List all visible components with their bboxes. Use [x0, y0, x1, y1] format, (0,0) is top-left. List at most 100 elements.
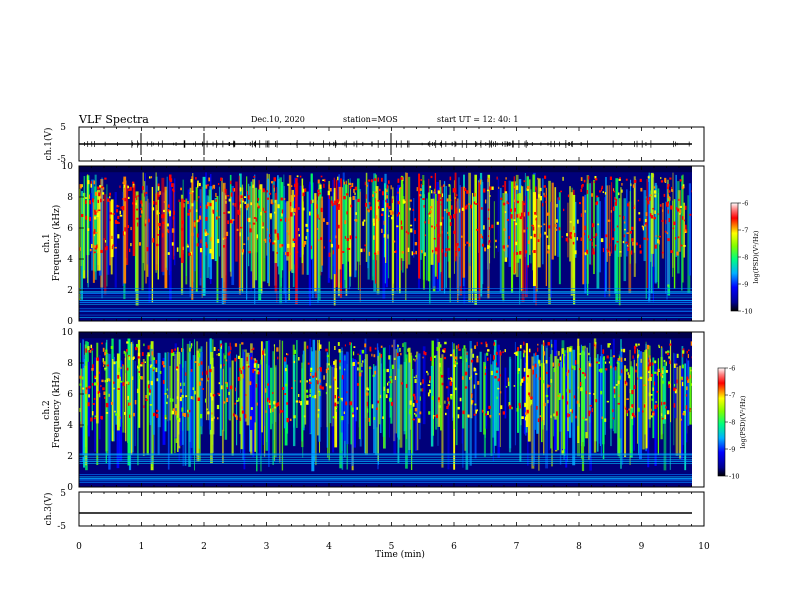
spectrogram-column [613, 367, 617, 434]
spectrogram-column [677, 181, 680, 274]
spectrogram-speckle [367, 208, 369, 211]
spectrogram-speckle [431, 395, 434, 400]
spectrogram-column [600, 354, 604, 419]
spectrogram-speckle [245, 205, 247, 209]
spectrogram-column [216, 196, 219, 304]
spectrogram-speckle [234, 203, 237, 207]
spectrogram-speckle [365, 392, 369, 396]
spectrogram-speckle [163, 201, 166, 203]
spectrogram-speckle [349, 185, 352, 189]
spectrogram-speckle [335, 409, 338, 412]
spectrogram-speckle [372, 374, 375, 377]
spectrogram-speckle [253, 217, 257, 219]
spectrogram-speckle [386, 195, 388, 199]
spectrogram-column [437, 200, 438, 279]
spectrogram-speckle [238, 201, 241, 206]
spectrogram-speckle [178, 199, 180, 203]
spectrogram-speckle [253, 363, 256, 368]
spectrogram-speckle [502, 351, 504, 354]
spectrogram-speckle [131, 202, 135, 205]
spectrogram-speckle [516, 351, 519, 356]
spectrogram-speckle [355, 212, 358, 215]
spectrogram-speckle [374, 191, 377, 194]
spectrogram-speckle [266, 190, 269, 193]
spectrogram-speckle [495, 351, 498, 355]
spectrogram-speckle [103, 199, 105, 201]
spectrogram-speckle [414, 379, 417, 383]
spectrogram-speckle [527, 211, 530, 216]
spectrogram-speckle [137, 352, 141, 357]
spectrogram-speckle [251, 348, 253, 351]
spectrogram-column [126, 184, 129, 265]
spectrogram-speckle [608, 252, 611, 257]
spectrogram-speckle [452, 353, 454, 357]
spectrogram-column [484, 353, 486, 438]
spectrogram-speckle [198, 215, 202, 220]
spectrogram-column [638, 351, 642, 460]
spectrogram-speckle [447, 397, 450, 402]
spectrogram-column [146, 185, 148, 265]
spectrogram-column [383, 183, 386, 258]
spectrogram-speckle [567, 240, 569, 243]
spectrogram-speckle [496, 396, 498, 400]
spectrogram-speckle [681, 381, 684, 387]
spectrogram-speckle [678, 198, 680, 201]
spectrogram-speckle [104, 396, 106, 399]
spectrogram-speckle [293, 194, 296, 198]
spectrogram-column [170, 352, 173, 455]
spectrogram-speckle [445, 386, 449, 389]
spectrogram-speckle [158, 191, 162, 195]
spectrogram-speckle [215, 216, 218, 220]
spectrogram-speckle [527, 240, 530, 244]
spectrogram-speckle [660, 346, 663, 348]
spectrogram-column [478, 182, 481, 300]
spectrogram-speckle [175, 404, 177, 409]
spectrogram-speckle [678, 209, 682, 214]
spectrogram-column [389, 345, 390, 438]
spectrogram-speckle [106, 364, 109, 367]
spectrogram-speckle [269, 213, 272, 218]
spectrogram-column [528, 199, 530, 264]
spectrogram-column [513, 176, 515, 274]
spectrogram-column [585, 348, 588, 433]
spectrogram-speckle [480, 179, 482, 182]
spectrogram-speckle [390, 402, 393, 406]
spectrogram-column [673, 199, 676, 289]
spectrogram-speckle [579, 382, 582, 387]
spectrogram-speckle [294, 349, 296, 354]
spectrogram-speckle [81, 376, 84, 380]
spectrogram-speckle [136, 195, 138, 201]
spectrogram-speckle [610, 210, 613, 213]
spectrogram-speckle [643, 384, 646, 387]
spectrogram-speckle [150, 364, 153, 367]
spectrogram-speckle [127, 225, 130, 229]
spectrogram-column [492, 361, 495, 438]
ch2-ytick-0: 0 [67, 483, 73, 493]
spectrogram-speckle [373, 354, 376, 358]
spectrogram-speckle [685, 405, 688, 410]
ch1-cb-tick--8: -8 [742, 254, 748, 262]
spectrogram-speckle [369, 346, 372, 352]
spectrogram-speckle [250, 356, 253, 360]
spectrogram-speckle [602, 191, 605, 193]
spectrogram-speckle [273, 344, 275, 347]
spectrogram-speckle [654, 371, 657, 374]
spectrogram-speckle [357, 383, 360, 386]
spectrogram-speckle [440, 203, 443, 206]
spectrogram-speckle [250, 407, 253, 410]
spectrogram-speckle [567, 413, 569, 418]
spectrogram-speckle [523, 353, 525, 358]
spectrogram-speckle [127, 185, 129, 189]
spectrogram-speckle [584, 232, 586, 236]
spectrogram-speckle [277, 204, 280, 209]
spectrogram-speckle [176, 396, 179, 400]
spectrogram-speckle [573, 395, 576, 399]
spectrogram-speckle [588, 362, 591, 367]
spectrogram-speckle [557, 394, 560, 397]
spectrogram-speckle [405, 230, 408, 234]
spectrogram-column [593, 338, 597, 453]
spectrogram-speckle [586, 249, 588, 252]
spectrogram-speckle [281, 209, 284, 214]
spectrogram-speckle [683, 229, 686, 232]
spectrogram-speckle [94, 245, 97, 250]
